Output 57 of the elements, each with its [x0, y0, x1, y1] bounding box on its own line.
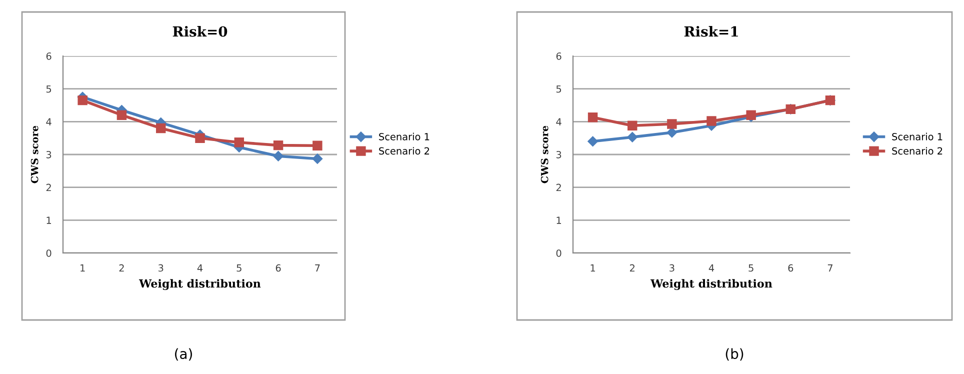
point: [78, 95, 88, 106]
x-tick-label: 5: [748, 264, 754, 272]
legend-label: Scenario 2: [892, 147, 942, 155]
point: [116, 110, 127, 120]
text: (a): [175, 348, 192, 361]
x-tick-label: 4: [197, 264, 203, 272]
point: [627, 132, 638, 142]
y-tick-label: 5: [46, 85, 52, 93]
chart-title: Risk=0: [172, 26, 228, 37]
point: [234, 137, 244, 148]
y-tick-label: 3: [46, 150, 52, 158]
point: [588, 112, 598, 122]
point: [156, 123, 166, 134]
point: [273, 140, 284, 150]
y-tick-label: 2: [556, 184, 561, 192]
x-tick-label: 1: [590, 264, 595, 272]
x-tick-label: 6: [788, 264, 794, 272]
x-tick-label: 5: [236, 264, 242, 272]
legend-label: Scenario 2: [379, 147, 430, 155]
point: [195, 133, 205, 143]
y-tick-label: 0: [46, 249, 52, 257]
point: [746, 110, 756, 120]
y-tick-label: 3: [556, 150, 562, 158]
x-tick-label: 6: [276, 264, 281, 272]
legend-label: Scenario 1: [379, 132, 430, 140]
y-tick-label: 6: [46, 52, 52, 60]
x-tick-label: 4: [708, 264, 714, 272]
y-tick-label: 5: [556, 85, 562, 93]
x-tick-label: 7: [315, 264, 320, 272]
point: [706, 116, 716, 126]
y-axis-title: CWS score: [540, 126, 548, 184]
point: [627, 120, 638, 130]
y-tick-label: 1: [556, 216, 561, 224]
y-tick-label: 0: [556, 249, 562, 257]
point: [666, 127, 678, 138]
point: [588, 136, 598, 146]
x-tick-label: 1: [80, 264, 85, 272]
x-axis-title: Weight distribution: [650, 279, 772, 290]
y-tick-label: 2: [46, 184, 51, 192]
y-axis-title: CWS score: [30, 126, 38, 184]
point: [273, 151, 284, 162]
y-tick-label: 6: [556, 52, 562, 60]
point: [312, 140, 322, 150]
chart-title: Risk=1: [684, 26, 738, 37]
y-tick-label: 4: [556, 118, 562, 126]
point: [667, 119, 677, 129]
y-tick-label: 1: [46, 216, 51, 224]
x-tick-label: 2: [119, 264, 124, 272]
legend-label: Scenario 1: [892, 132, 942, 140]
x-tick-label: 3: [158, 264, 164, 272]
point: [312, 154, 323, 164]
x-axis-title: Weight distribution: [138, 279, 261, 290]
x-tick-label: 2: [630, 264, 634, 272]
text: (b): [726, 348, 744, 361]
x-tick-label: 7: [828, 264, 832, 272]
y-tick-label: 4: [46, 118, 52, 126]
x-tick-label: 3: [670, 264, 674, 272]
